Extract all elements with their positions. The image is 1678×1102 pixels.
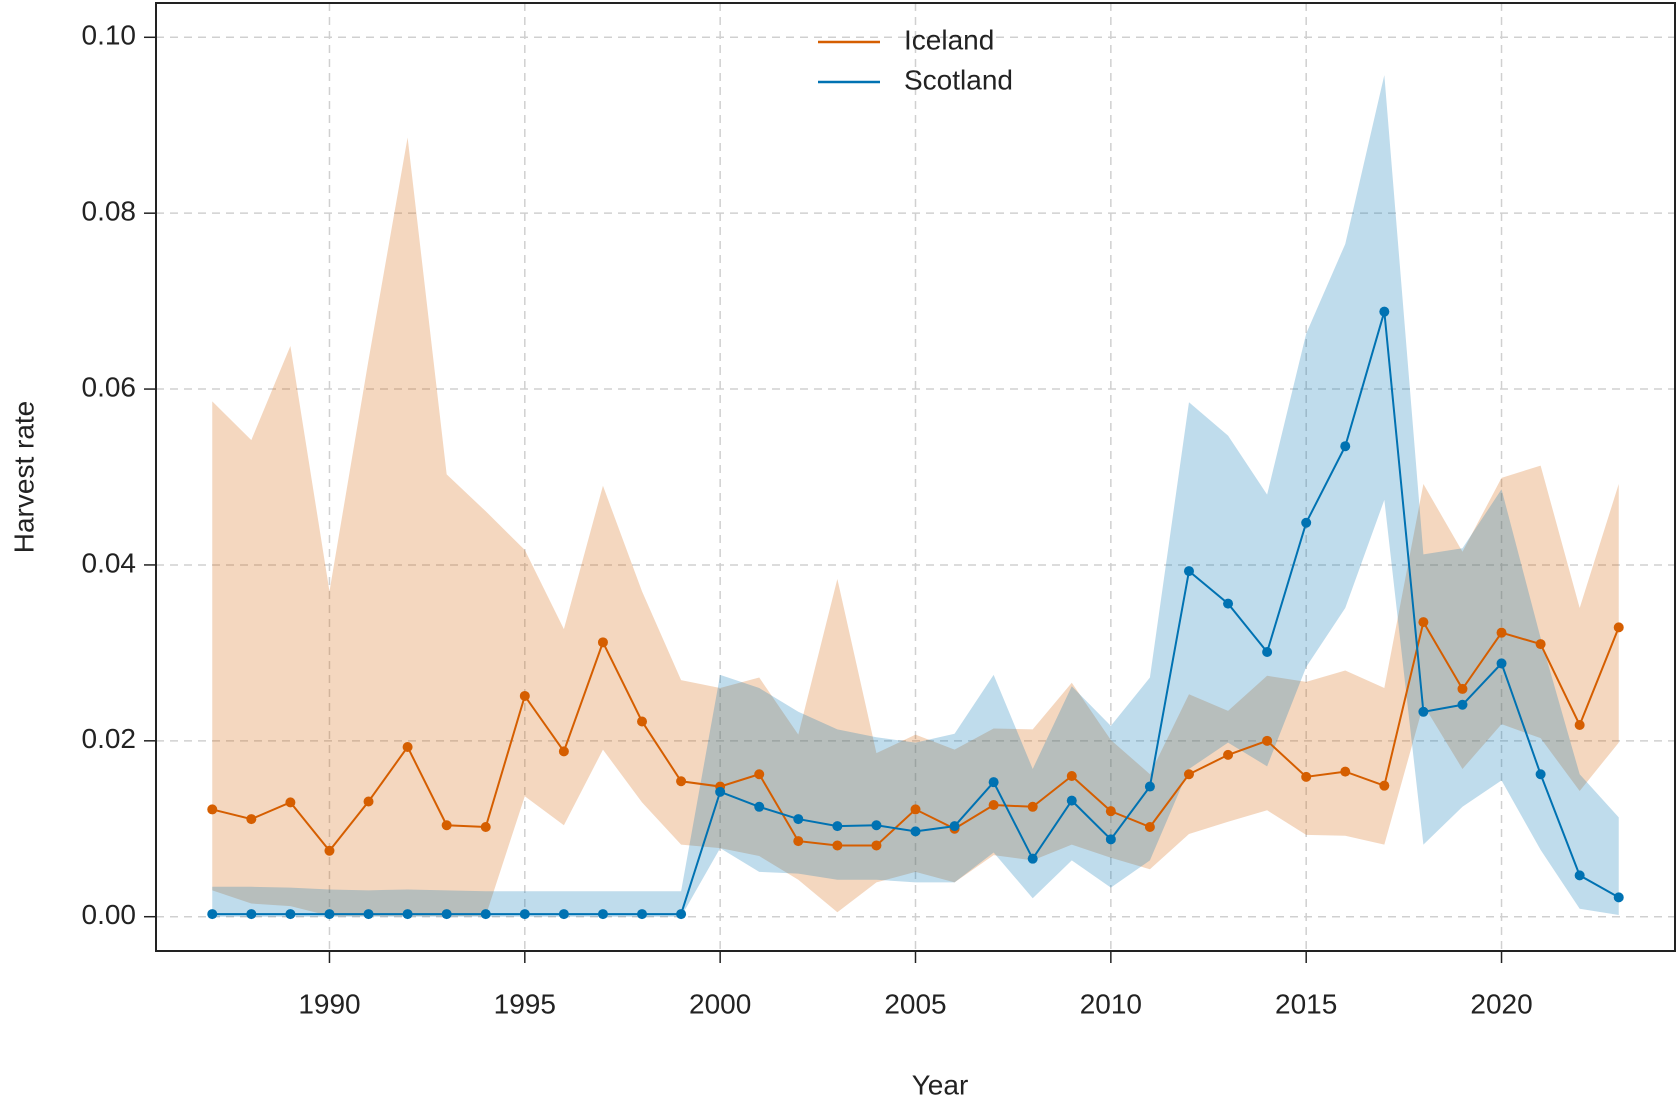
data-point [715,786,726,797]
legend-layer: Iceland Scotland [818,24,1013,95]
data-point [324,909,335,920]
data-point [1301,771,1312,782]
x-tick-label: 1995 [494,988,556,1019]
data-point [871,840,882,851]
data-point [871,820,882,831]
data-point [1301,517,1312,528]
data-point [676,909,687,920]
data-point [832,840,843,851]
data-point [1574,870,1585,881]
data-point [1457,683,1468,694]
data-point [793,836,804,847]
data-point [519,690,530,701]
confidence-band [212,137,1619,916]
x-tick-label: 2015 [1275,988,1337,1019]
y-axis-label: Harvest rate [8,401,39,554]
data-point [1613,622,1624,633]
data-point [285,909,296,920]
data-point [1066,770,1077,781]
grid-layer [156,3,1675,951]
confidence-band [212,75,1619,917]
data-point [1535,769,1546,780]
data-point [558,909,569,920]
data-point [832,821,843,832]
data-point [285,797,296,808]
data-point [597,909,608,920]
data-point [1613,892,1624,903]
axes-layer: 0.00 0.02 0.04 0.06 0.08 0.10 1990 1995 2000 2005… [82,2,1676,1019]
x-axis-label: Year [912,1069,969,1100]
data-point [519,909,530,920]
data-point [1105,834,1116,845]
data-point [363,796,374,807]
data-point [754,769,765,780]
data-point [754,801,765,812]
data-point [441,909,452,920]
data-point [1262,647,1273,658]
data-point [246,909,257,920]
data-point [1418,617,1429,628]
legend-label: Iceland [904,24,994,55]
data-point [1223,749,1234,760]
data-point [793,814,804,825]
data-point [207,804,218,815]
data-point [637,716,648,727]
data-point [558,746,569,757]
y-tick-label: 0.04 [82,547,137,578]
lines-layer [207,306,1624,920]
data-point [1340,766,1351,777]
data-point [1183,769,1194,780]
data-point [1340,441,1351,452]
data-point [1379,306,1390,317]
data-point [910,826,921,837]
x-tick-label: 2005 [884,988,946,1019]
data-point [988,777,999,788]
data-point [1496,627,1507,638]
data-point [910,804,921,815]
data-point [441,820,452,831]
data-point [480,909,491,920]
data-point [363,909,374,920]
data-point [246,814,257,825]
y-tick-label: 0.08 [82,196,137,227]
data-point [1262,735,1273,746]
data-point [324,845,335,856]
data-point [1183,566,1194,577]
data-point [1105,806,1116,817]
data-point [480,822,491,833]
data-point [1574,719,1585,730]
data-point [949,821,960,832]
y-tick-label: 0.02 [82,723,137,754]
data-point [597,637,608,648]
data-point [1144,781,1155,792]
x-tick-label: 2020 [1470,988,1532,1019]
bands-layer [212,75,1619,917]
data-point [676,776,687,787]
data-point [1457,699,1468,710]
data-point [1144,822,1155,833]
data-point [1027,853,1038,864]
data-point [402,909,413,920]
x-tick-label: 2000 [689,988,751,1019]
data-point [1418,706,1429,717]
data-point [1379,780,1390,791]
data-point [637,909,648,920]
data-point [1066,795,1077,806]
data-point [988,800,999,811]
y-tick-label: 0.10 [82,20,137,51]
data-point [402,741,413,752]
data-point [1223,598,1234,609]
plot-frame [155,2,1676,952]
data-point [1027,801,1038,812]
data-point [1496,658,1507,669]
data-point [1535,639,1546,650]
x-tick-label: 1990 [298,988,360,1019]
data-point [207,909,218,920]
legend-label: Scotland [904,64,1013,95]
x-tick-label: 2010 [1080,988,1142,1019]
y-tick-label: 0.00 [82,899,137,930]
y-tick-label: 0.06 [82,371,137,402]
